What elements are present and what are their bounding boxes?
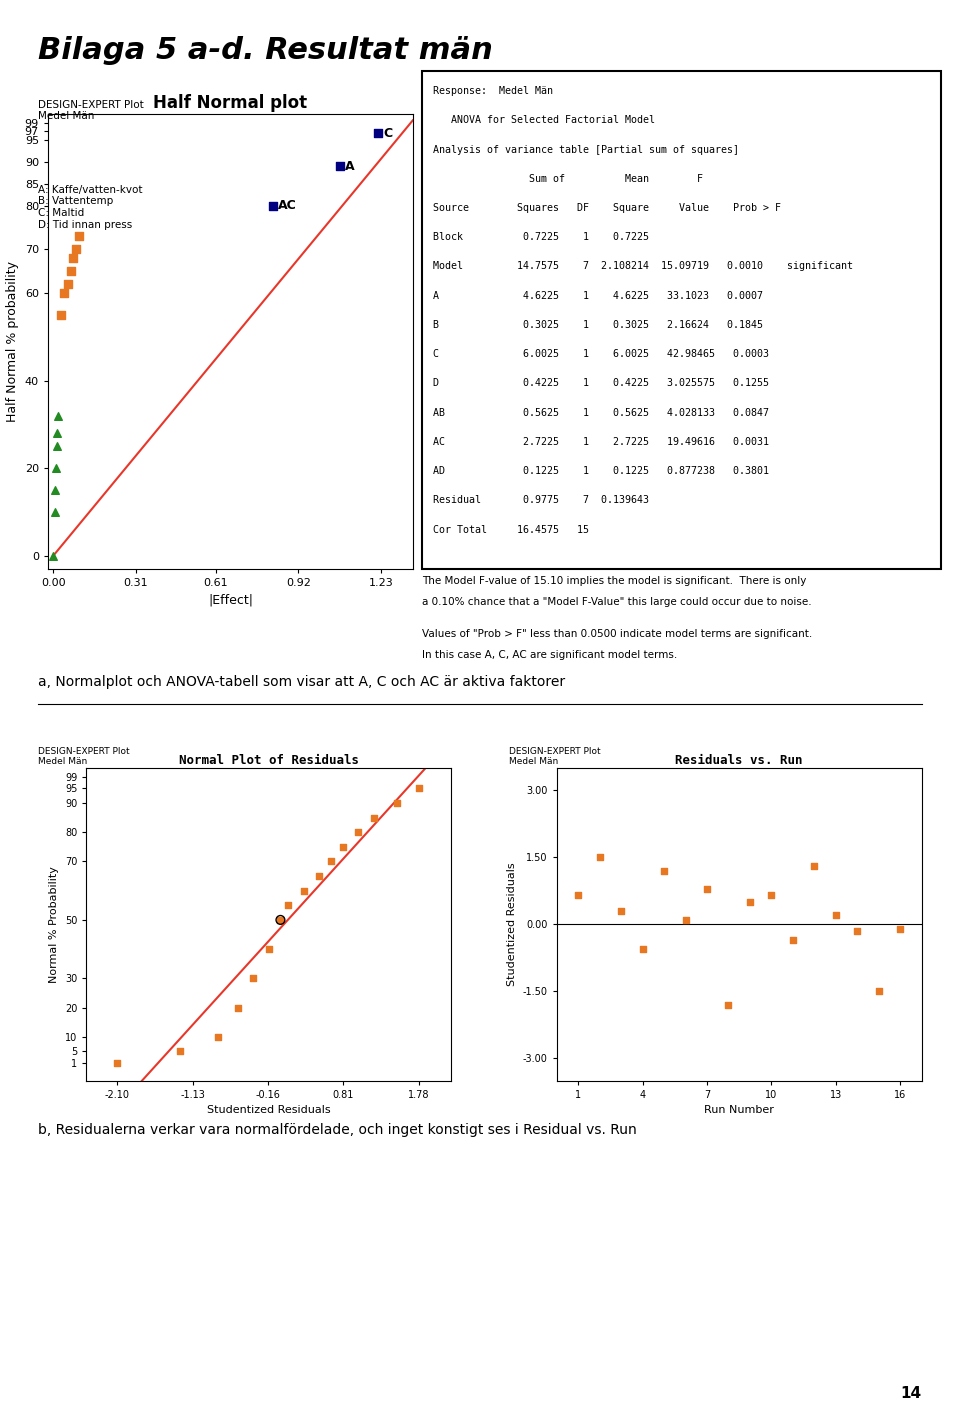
Point xyxy=(49,435,64,458)
Point xyxy=(678,909,693,931)
Point xyxy=(366,806,381,829)
Point xyxy=(246,967,261,990)
Title: Half Normal plot: Half Normal plot xyxy=(154,94,307,112)
Text: AD             0.1225    1    0.1225   0.877238   0.3801: AD 0.1225 1 0.1225 0.877238 0.3801 xyxy=(433,466,769,476)
Point xyxy=(109,1052,125,1075)
Point xyxy=(699,877,714,900)
Point xyxy=(570,884,586,907)
Point xyxy=(265,195,280,218)
Y-axis label: Studentized Residuals: Studentized Residuals xyxy=(507,863,517,985)
Point xyxy=(46,545,61,567)
Point xyxy=(335,836,350,859)
Point xyxy=(389,792,404,815)
Text: Response:  Medel Män: Response: Medel Män xyxy=(433,87,553,97)
Text: A: Kaffe/vatten-kvot
B: Vattentemp
C: Maltid
D: Tid innan press: A: Kaffe/vatten-kvot B: Vattentemp C: Ma… xyxy=(38,185,143,230)
Y-axis label: Half Normal % probability: Half Normal % probability xyxy=(6,260,19,422)
Text: The Model F-value of 15.10 implies the model is significant.  There is only: The Model F-value of 15.10 implies the m… xyxy=(422,576,806,586)
Point xyxy=(273,909,288,931)
Text: In this case A, C, AC are significant model terms.: In this case A, C, AC are significant mo… xyxy=(422,650,678,660)
Text: Cor Total     16.4575   15: Cor Total 16.4575 15 xyxy=(433,525,588,535)
Text: DESIGN-EXPERT Plot
Medel Män: DESIGN-EXPERT Plot Medel Män xyxy=(38,100,144,121)
Title: Residuals vs. Run: Residuals vs. Run xyxy=(676,754,803,766)
X-axis label: Studentized Residuals: Studentized Residuals xyxy=(207,1105,330,1115)
X-axis label: |Effect|: |Effect| xyxy=(208,593,252,606)
Point xyxy=(657,859,672,882)
Text: A: A xyxy=(345,159,354,172)
Text: a 0.10% chance that a "Model F-Value" this large could occur due to noise.: a 0.10% chance that a "Model F-Value" th… xyxy=(422,597,812,607)
Point xyxy=(63,260,79,283)
Point xyxy=(230,997,246,1020)
Text: 14: 14 xyxy=(900,1385,922,1401)
Point xyxy=(48,479,63,502)
Point xyxy=(785,929,801,951)
Point xyxy=(324,850,339,873)
Point xyxy=(65,247,81,270)
Point xyxy=(172,1039,187,1062)
Point xyxy=(893,917,908,940)
Point xyxy=(828,904,844,927)
Point xyxy=(50,422,65,445)
Text: C: C xyxy=(383,127,393,139)
Point xyxy=(613,900,629,923)
Point xyxy=(312,865,327,887)
Point xyxy=(210,1025,226,1048)
Text: C              6.0025    1    6.0025   42.98465   0.0003: C 6.0025 1 6.0025 42.98465 0.0003 xyxy=(433,350,769,360)
Point xyxy=(411,776,426,799)
Point xyxy=(71,225,86,247)
X-axis label: Run Number: Run Number xyxy=(705,1105,774,1115)
Point xyxy=(592,846,608,869)
Point xyxy=(806,855,822,877)
Point xyxy=(261,937,276,960)
Text: Bilaga 5 a-d. Resultat män: Bilaga 5 a-d. Resultat män xyxy=(38,36,493,64)
FancyBboxPatch shape xyxy=(422,71,941,569)
Text: DESIGN-EXPERT Plot
Medel Män: DESIGN-EXPERT Plot Medel Män xyxy=(38,747,130,766)
Text: A              4.6225    1    4.6225   33.1023   0.0007: A 4.6225 1 4.6225 33.1023 0.0007 xyxy=(433,290,763,300)
Point xyxy=(48,456,63,479)
Point xyxy=(47,501,62,523)
Point xyxy=(273,909,288,931)
Y-axis label: Normal % Probability: Normal % Probability xyxy=(50,866,60,983)
Text: Source        Squares   DF    Square     Value    Prob > F: Source Squares DF Square Value Prob > F xyxy=(433,203,780,213)
Point xyxy=(280,894,296,917)
Point xyxy=(68,237,84,260)
Text: Residual       0.9775    7  0.139643: Residual 0.9775 7 0.139643 xyxy=(433,495,649,505)
Point xyxy=(57,282,72,304)
Text: Block          0.7225    1    0.7225: Block 0.7225 1 0.7225 xyxy=(433,232,649,242)
Point xyxy=(871,980,886,1003)
Text: Model         14.7575    7  2.108214  15.09719   0.0010    significant: Model 14.7575 7 2.108214 15.09719 0.0010… xyxy=(433,262,852,272)
Point xyxy=(60,273,76,296)
Text: DESIGN-EXPERT Plot
Medel Män: DESIGN-EXPERT Plot Medel Män xyxy=(509,747,600,766)
Point xyxy=(742,890,757,913)
Point xyxy=(721,994,736,1017)
Text: ANOVA for Selected Factorial Model: ANOVA for Selected Factorial Model xyxy=(433,115,655,125)
Text: D              0.4225    1    0.4225   3.025575   0.1255: D 0.4225 1 0.4225 3.025575 0.1255 xyxy=(433,378,769,388)
Point xyxy=(635,937,650,960)
Text: a, Normalplot och ANOVA-tabell som visar att A, C och AC är aktiva faktorer: a, Normalplot och ANOVA-tabell som visar… xyxy=(38,675,565,690)
Text: Sum of          Mean        F: Sum of Mean F xyxy=(433,173,703,183)
Point xyxy=(371,122,386,145)
Point xyxy=(350,820,366,843)
Point xyxy=(51,404,66,427)
Point xyxy=(54,304,69,327)
Text: Values of "Prob > F" less than 0.0500 indicate model terms are significant.: Values of "Prob > F" less than 0.0500 in… xyxy=(422,629,813,638)
Point xyxy=(296,879,311,902)
Text: AC             2.7225    1    2.7225   19.49616   0.0031: AC 2.7225 1 2.7225 19.49616 0.0031 xyxy=(433,437,769,447)
Text: AC: AC xyxy=(278,199,297,212)
Point xyxy=(332,155,348,178)
Text: B              0.3025    1    0.3025   2.16624   0.1845: B 0.3025 1 0.3025 2.16624 0.1845 xyxy=(433,320,763,330)
Point xyxy=(764,884,780,907)
Text: b, Residualerna verkar vara normalfördelade, och inget konstigt ses i Residual v: b, Residualerna verkar vara normalfördel… xyxy=(38,1123,637,1138)
Title: Normal Plot of Residuals: Normal Plot of Residuals xyxy=(179,754,359,766)
Text: AB             0.5625    1    0.5625   4.028133   0.0847: AB 0.5625 1 0.5625 4.028133 0.0847 xyxy=(433,408,769,418)
Text: Analysis of variance table [Partial sum of squares]: Analysis of variance table [Partial sum … xyxy=(433,145,739,155)
Point xyxy=(850,920,865,943)
